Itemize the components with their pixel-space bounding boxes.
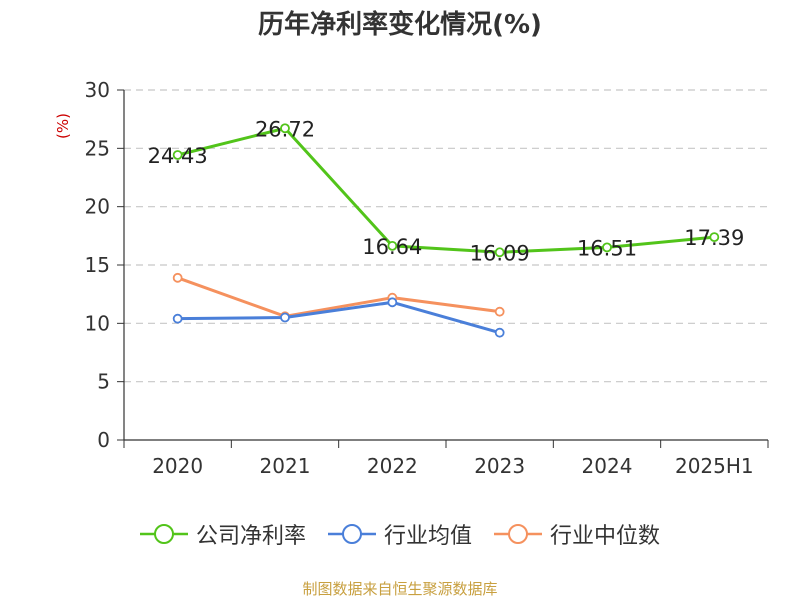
data-point	[280, 312, 290, 323]
series-line	[177, 126, 715, 254]
x-tick-label: 2023	[474, 454, 525, 478]
y-tick-label: 15	[85, 253, 110, 277]
series-line	[177, 276, 500, 318]
y-tick-label: 30	[85, 78, 110, 102]
x-tick-label: 2020	[152, 454, 203, 478]
legend-swatch	[327, 524, 376, 544]
legend-item[interactable]: 行业中位数	[494, 518, 660, 550]
legend-label: 行业中位数	[550, 524, 661, 549]
x-tick-label: 2024	[582, 454, 633, 478]
data-label: 17.39	[684, 226, 744, 250]
data-labels: 24.43 26.72 16.64 16.09 16.51 17.39	[148, 117, 745, 265]
legend-label: 公司净利率	[195, 524, 306, 549]
y-tick-label: 0	[97, 428, 110, 452]
y-axis-unit-label: (%)	[54, 113, 72, 139]
data-point	[602, 242, 612, 253]
grid-lines	[124, 89, 768, 383]
series-lines	[172, 123, 720, 338]
data-point	[280, 123, 290, 134]
data-point	[494, 306, 505, 317]
data-point	[709, 232, 720, 243]
legend-swatch-marker	[508, 524, 528, 544]
series-line	[177, 300, 501, 335]
legend-swatch	[494, 524, 542, 544]
y-tick-label: 20	[85, 195, 110, 219]
legend-label: 行业均值	[383, 524, 472, 549]
data-point	[494, 247, 505, 258]
data-point	[387, 240, 398, 251]
legend-swatch-marker	[153, 524, 174, 544]
legend-item[interactable]: 行业均值	[327, 518, 472, 550]
x-tick-label: 2025H1	[675, 454, 754, 478]
data-label: 16.51	[577, 236, 637, 260]
data-point	[172, 313, 183, 324]
data-label: 24.43	[148, 144, 208, 168]
x-tick-label: 2022	[367, 454, 418, 478]
x-tick-label: 2021	[260, 454, 311, 478]
axes: 0 5 10 15 20 25 30 2020 2021 2022 2023 2024 2025H1	[85, 78, 769, 478]
legend-swatch-marker	[341, 524, 362, 544]
legend: 公司净利率 行业均值 行业中位数	[0, 518, 800, 550]
data-point	[172, 150, 183, 160]
legend-item[interactable]: 公司净利率	[139, 518, 306, 550]
data-point	[172, 272, 183, 283]
data-point	[387, 297, 398, 308]
legend-swatch	[139, 524, 188, 544]
data-label: 16.64	[362, 235, 422, 259]
data-point	[494, 327, 505, 338]
y-tick-label: 5	[97, 370, 110, 394]
chart-title: 历年净利率变化情况(%)	[258, 10, 542, 40]
source-note: 制图数据来自恒生聚源数据库	[302, 580, 498, 598]
data-label: 16.09	[470, 241, 530, 265]
y-tick-label: 25	[85, 136, 110, 160]
y-tick-label: 10	[85, 311, 110, 335]
data-label: 26.72	[255, 117, 315, 141]
